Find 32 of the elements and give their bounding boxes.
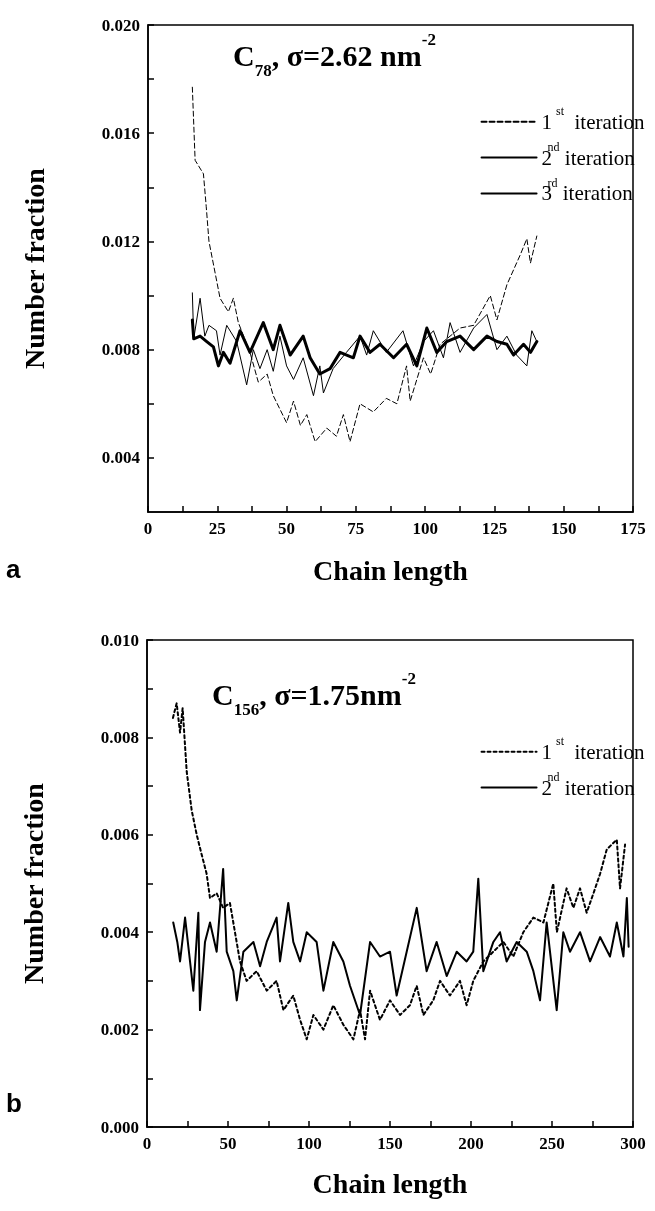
x-tick-label: 100 xyxy=(412,519,438,538)
x-tick-label: 50 xyxy=(219,1134,237,1153)
x-tick-label: 175 xyxy=(620,519,646,538)
text: b xyxy=(6,1088,22,1118)
y-tick-label: 0.020 xyxy=(101,15,140,35)
x-tick-label: 75 xyxy=(347,519,365,538)
y-axis-title: Number fraction xyxy=(17,782,49,984)
x-tick-label: 250 xyxy=(539,1134,565,1153)
y-tick-label: 0.008 xyxy=(100,727,139,747)
x-tick-label: 125 xyxy=(481,519,508,538)
y-tick-label: 0.016 xyxy=(101,123,140,143)
x-tick-label: 0 xyxy=(143,519,153,538)
y-tick-label: 0.002 xyxy=(100,1020,139,1040)
y-tick-label: 0.008 xyxy=(101,340,140,360)
x-axis-title: Chain length xyxy=(313,554,469,586)
y-tick-label: 0.006 xyxy=(100,825,139,845)
y-tick-label: 0.004 xyxy=(101,448,141,468)
text: a xyxy=(6,554,21,584)
y-tick-label: 0.004 xyxy=(100,922,140,942)
x-tick-label: 200 xyxy=(458,1134,484,1153)
x-tick-label: 150 xyxy=(550,519,577,538)
y-tick-label: 0.010 xyxy=(100,630,139,650)
x-tick-label: 150 xyxy=(377,1134,403,1153)
x-tick-label: 100 xyxy=(296,1134,322,1153)
x-axis-title: Chain length xyxy=(312,1167,468,1199)
y-axis-title: Number fraction xyxy=(18,167,50,369)
y-tick-label: 0.000 xyxy=(100,1117,139,1137)
x-tick-label: 25 xyxy=(208,519,226,538)
y-tick-label: 0.012 xyxy=(101,231,140,251)
x-tick-label: 50 xyxy=(278,519,296,538)
x-tick-label: 300 xyxy=(620,1134,646,1153)
x-tick-label: 0 xyxy=(142,1134,152,1153)
